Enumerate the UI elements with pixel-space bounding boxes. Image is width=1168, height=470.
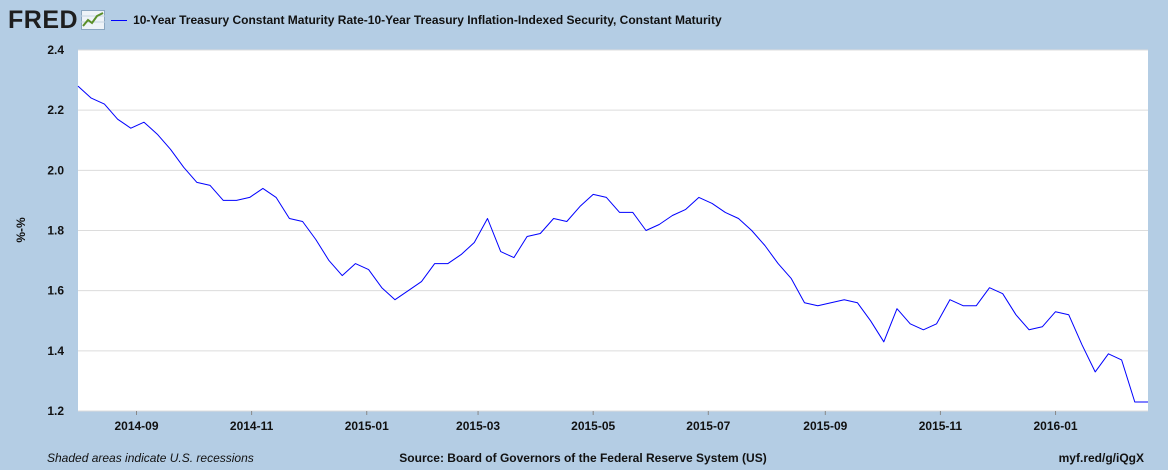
x-tick-label: 2015-07 [686,419,730,433]
series-line [77,85,1148,403]
recession-note: Shaded areas indicate U.S. recessions [47,451,254,465]
y-tick-label: 1.2 [47,404,64,418]
fred-logo[interactable]: FRED [8,6,79,34]
x-tick-label: 2014-11 [230,419,274,433]
x-tick-label: 2014-09 [114,419,158,433]
y-tick-label: 2.4 [47,43,64,57]
chart-legend: 10-Year Treasury Constant Maturity Rate-… [111,13,722,27]
short-link[interactable]: myf.red/g/iQgX [1058,451,1144,465]
x-tick-label: 2015-11 [919,419,963,433]
y-tick-label: 1.4 [47,344,64,358]
x-tick-label: 2015-01 [345,419,389,433]
source-text: Source: Board of Governors of the Federa… [399,451,767,465]
legend-label: 10-Year Treasury Constant Maturity Rate-… [133,13,722,27]
line-chart-icon [81,10,106,30]
x-tick-label: 2016-01 [1034,419,1078,433]
y-tick-label: 1.8 [47,224,64,238]
x-tick-label: 2015-03 [456,419,500,433]
x-tick-label: 2015-05 [571,419,615,433]
y-tick-label: 1.6 [47,284,64,298]
legend-swatch [111,19,128,21]
x-tick-label: 2015-09 [803,419,847,433]
chart-header: FRED 10-Year Treasury Constant Maturity … [8,6,722,34]
y-tick-label: 2.0 [47,163,64,177]
y-tick-label: 2.2 [47,103,64,117]
